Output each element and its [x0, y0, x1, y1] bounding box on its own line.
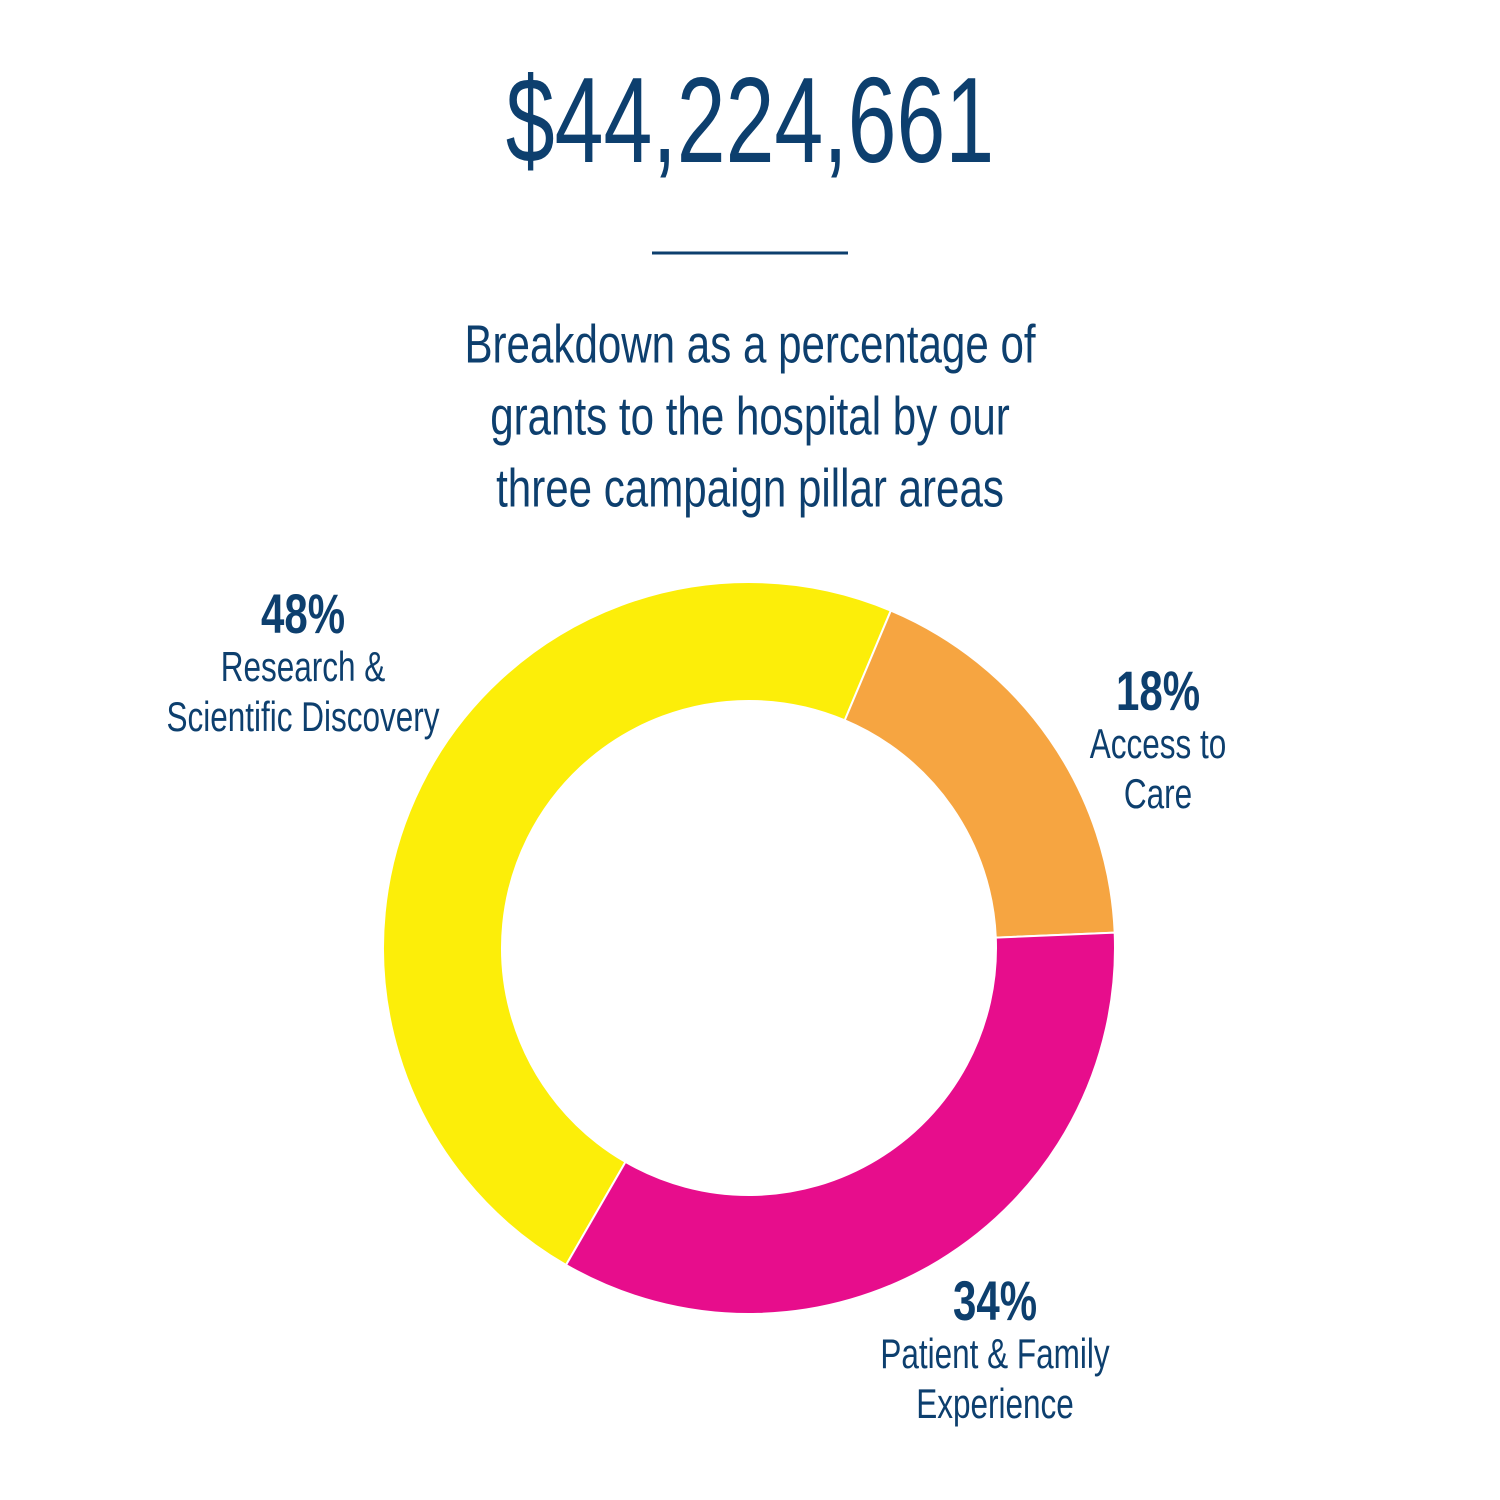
category-label: Access to	[1090, 720, 1227, 768]
donut-segment	[564, 931, 1117, 1315]
subtitle-line: three campaign pillar areas	[496, 458, 1004, 518]
subtitle-line: grants to the hospital by our	[490, 386, 1010, 446]
value-label: 34%	[953, 1270, 1037, 1332]
category-label: Research &	[221, 643, 386, 691]
value-label: 18%	[1116, 660, 1200, 722]
category-label: Care	[1124, 770, 1192, 818]
category-label: Patient & Family	[880, 1330, 1110, 1378]
category-label: Scientific Discovery	[167, 693, 440, 741]
donut-segment	[843, 609, 1116, 939]
value-label: 48%	[261, 583, 345, 645]
subtitle-line: Breakdown as a percentage of	[464, 314, 1036, 374]
category-label: Experience	[916, 1380, 1074, 1428]
headline-amount: $44,224,661	[506, 52, 994, 189]
donut-segment	[382, 581, 893, 1267]
